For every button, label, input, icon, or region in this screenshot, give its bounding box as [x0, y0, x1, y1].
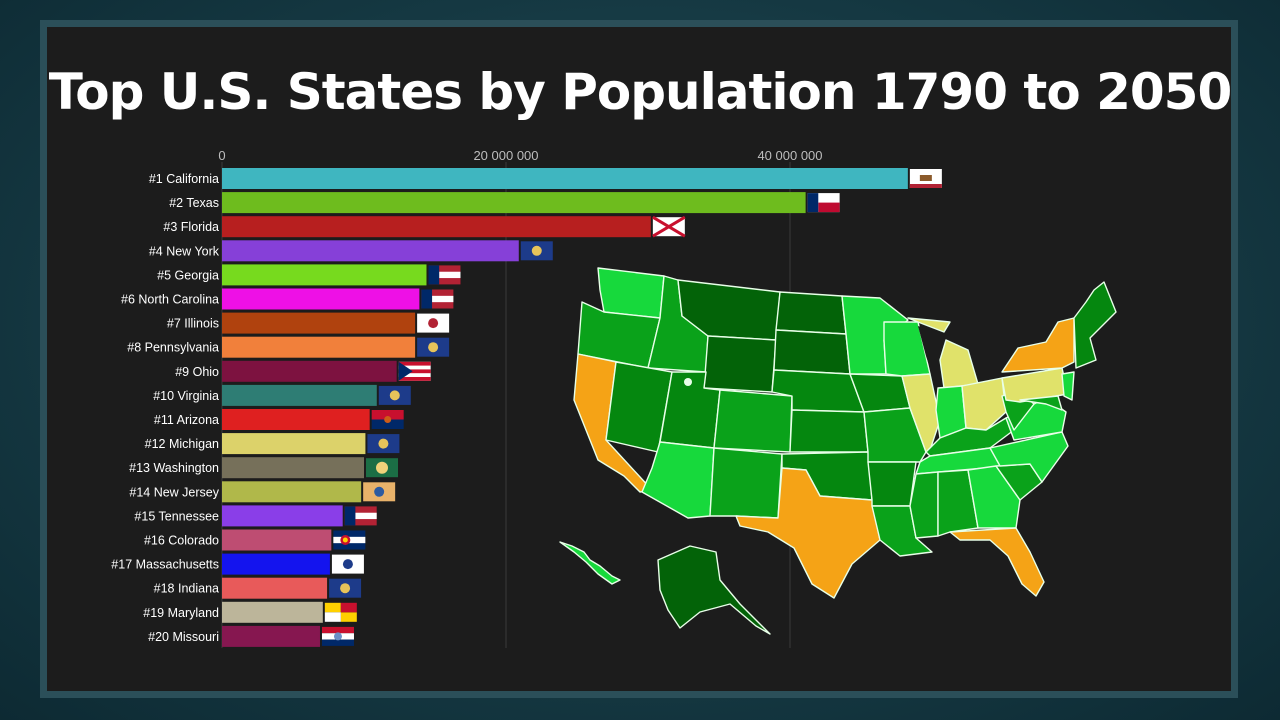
category-label: #7 Illinois	[167, 317, 219, 331]
bar	[222, 529, 332, 551]
category-label: #1 California	[149, 172, 219, 186]
map-state-colorado	[713, 389, 793, 453]
california-flag-icon	[909, 169, 942, 188]
x-tick-label: 40 000 000	[757, 148, 822, 163]
category-label: #15 Tennessee	[134, 509, 219, 523]
washington-flag-icon	[366, 458, 398, 478]
bar	[222, 384, 377, 406]
bar	[222, 240, 519, 262]
map-state-north-dakota	[775, 291, 847, 335]
pennsylvania-flag-icon	[417, 337, 450, 357]
map-state-kansas	[789, 409, 869, 453]
bar	[222, 216, 651, 238]
map-state-new-york	[1001, 317, 1075, 373]
bar	[222, 360, 397, 382]
map-state-new-mexico	[709, 447, 783, 519]
category-label: #19 Maryland	[143, 606, 219, 620]
map-state-georgia	[967, 465, 1021, 529]
map-state-texas	[735, 467, 881, 599]
bar	[222, 625, 320, 647]
us-states-choropleth-map-icon	[559, 267, 1117, 635]
bar	[222, 288, 420, 310]
bar	[222, 312, 416, 334]
category-label: #14 New Jersey	[129, 485, 219, 499]
category-label: #6 North Carolina	[121, 293, 219, 307]
map-state-hawaii	[559, 541, 621, 585]
category-label: #3 Florida	[163, 220, 219, 234]
map-state-mississippi	[909, 471, 939, 539]
massachusetts-flag-icon	[331, 554, 364, 574]
map-state-florida	[949, 527, 1045, 597]
bar	[222, 505, 343, 527]
bar	[222, 553, 330, 575]
category-label: #17 Massachusetts	[111, 558, 219, 572]
category-label: #20 Missouri	[148, 630, 219, 644]
bar	[222, 264, 427, 286]
x-tick-label: 20 000 000	[473, 148, 538, 163]
map-state-wyoming	[703, 335, 777, 393]
virginia-flag-icon	[378, 385, 411, 405]
bar	[222, 433, 366, 455]
michigan-flag-icon	[367, 434, 400, 454]
map-state-ohio	[961, 377, 1007, 431]
new-jersey-flag-icon	[363, 482, 396, 502]
x-tick-label: 0	[218, 148, 225, 163]
map-state-arizona	[641, 441, 715, 519]
category-label: #12 Michigan	[145, 437, 219, 451]
category-label: #2 Texas	[169, 196, 219, 210]
map-state-maryland	[1019, 395, 1063, 411]
bar	[222, 601, 323, 623]
ohio-flag-icon	[398, 361, 431, 381]
indiana-flag-icon	[329, 578, 362, 598]
bar	[222, 457, 364, 479]
map-state-arkansas	[867, 461, 917, 507]
category-label: #4 New York	[149, 244, 220, 258]
north-carolina-flag-icon	[421, 289, 454, 309]
category-label: #11 Arizona	[154, 413, 219, 427]
bar	[222, 577, 328, 599]
arizona-flag-icon	[371, 410, 404, 429]
map-great-lakes	[918, 326, 944, 380]
new-york-flag-icon	[520, 241, 553, 261]
bar	[222, 481, 362, 503]
map-state-alaska	[657, 545, 771, 635]
maryland-flag-icon	[324, 602, 357, 622]
map-state-south-dakota	[773, 329, 851, 375]
bar	[222, 336, 416, 358]
illinois-flag-icon	[417, 313, 450, 333]
tennessee-flag-icon	[344, 506, 377, 526]
x-axis-ticks: 0 20 000 000 40 000 000	[218, 148, 822, 163]
georgia-flag-icon	[428, 265, 461, 285]
category-label: #13 Washington	[129, 461, 219, 475]
category-label: #9 Ohio	[175, 365, 219, 379]
category-label: #16 Colorado	[144, 534, 219, 548]
bar-series: #1 California #2 Texas #3 Florida #4 New Yo…	[111, 168, 942, 647]
colorado-flag-icon	[333, 530, 366, 550]
map-state-new-england	[1073, 281, 1117, 369]
map-state-washington	[597, 267, 665, 319]
map-salt-lake	[684, 378, 692, 386]
bar	[222, 168, 908, 189]
category-label: #8 Pennsylvania	[127, 341, 219, 355]
bar	[222, 409, 370, 430]
category-label: #18 Indiana	[154, 582, 219, 596]
map-state-new-jersey	[1061, 371, 1075, 401]
category-label: #5 Georgia	[157, 268, 219, 282]
bar	[222, 192, 806, 214]
category-label: #10 Virginia	[153, 389, 219, 403]
map-state-alabama	[937, 469, 979, 537]
chart-title: Top U.S. States by Population 1790 to 20…	[48, 63, 1233, 121]
texas-flag-icon	[807, 193, 840, 213]
florida-flag-icon	[652, 215, 686, 238]
missouri-flag-icon	[321, 626, 354, 646]
